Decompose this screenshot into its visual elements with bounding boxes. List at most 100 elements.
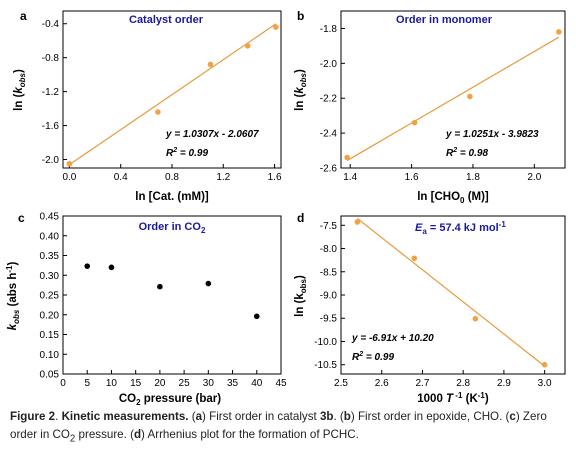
panel-a-r2: R2 = 0.99 — [166, 147, 208, 159]
panel-d-xtick-label: 2.6 — [375, 378, 389, 389]
panel-b-xtick-label: 1.8 — [466, 172, 480, 183]
panel-d-xtick-label: 2.7 — [416, 378, 430, 389]
panel-c-data-point — [157, 283, 163, 290]
panel-b-equation: y = 1.0251x - 3.9823 — [445, 129, 539, 140]
panel-c-xtick-label: 30 — [203, 378, 215, 389]
panel-b-r2: R2 = 0.98 — [446, 147, 488, 159]
panel-d-data-point — [472, 315, 479, 322]
panel-d-data-point — [541, 361, 548, 368]
panel-c-xlabel: CO2 pressure (bar) — [119, 393, 221, 405]
panel-b-xlabel: ln [CHO0 (M)] — [417, 191, 489, 205]
caption-sep: . — [55, 410, 62, 423]
panel-d-data-point — [354, 219, 361, 225]
panel-b-data-point — [344, 154, 350, 161]
panel-a-data-point — [66, 160, 73, 167]
panel-c-xtick-label: 20 — [154, 378, 166, 389]
panel-a-xlabel: ln [Cat. (mM)] — [135, 191, 209, 203]
caption-d-letter: d — [133, 428, 142, 441]
panel-d-ytick-label: -10.0 — [314, 337, 337, 348]
panel-b-ytick-label: -2.4 — [320, 129, 338, 140]
panel-a-data-point — [244, 42, 251, 49]
panel-c-ytick-label: 0.35 — [40, 251, 60, 262]
panel-letter-c: c — [18, 211, 25, 225]
panel-d-frame — [340, 215, 566, 375]
panel-d-equation: y = -6.91x + 10.20 — [351, 333, 434, 344]
caption-b-letter: b — [343, 410, 351, 423]
panel-c-axes: 0 5 10 15 20 25 30 35 40 45 0.05 0.10 0.15 0.20 0.25 0.… — [40, 212, 287, 390]
panel-b-ytick-label: -2.0 — [320, 59, 338, 70]
panel-c-ytick-label: 0.20 — [40, 310, 60, 321]
panel-d: d Ea = 57.4 kJ mol-1 2.5 2.6 2.7 2.8 2.9 3.0 -… — [294, 211, 566, 405]
panel-a-ytick-label: -0.8 — [42, 53, 60, 64]
panel-a-xtick-label: 0.0 — [62, 172, 76, 183]
panel-d-data-point — [411, 255, 418, 262]
caption-c-text: ) Zero order in CO — [10, 410, 547, 441]
panel-d-ytick-label: -7.5 — [320, 221, 338, 232]
panel-d-r2: R2 = 0.99 — [352, 351, 394, 363]
panel-a-ytick-label: -1.6 — [42, 121, 60, 132]
figure-caption: Figure 2. Kinetic measurements. (a) Firs… — [10, 408, 566, 448]
panel-d-xtick-label: 2.5 — [334, 378, 348, 389]
caption-c-sub: 2 — [69, 433, 76, 445]
panel-d-fit-line — [356, 217, 546, 367]
panel-a-xtick-label: 0.8 — [165, 172, 179, 183]
caption-figure-label: Figure 2 — [10, 410, 56, 423]
panel-a-data-point — [273, 24, 279, 30]
panel-a-title: Catalyst order — [129, 14, 204, 26]
panel-a-xtick-label: 1.2 — [216, 172, 230, 183]
panel-d-ytick-label: -9.0 — [320, 291, 338, 302]
panel-c-data-point — [205, 280, 212, 287]
panel-d-ytick-label: -8.5 — [320, 267, 338, 278]
panel-b-data-point — [467, 93, 473, 100]
panel-c-ytick-label: 0.15 — [40, 330, 60, 341]
panel-c-ytick-label: 0.10 — [40, 350, 60, 361]
panel-a: a Catalyst order 0.0 0.4 0.8 1.2 1.6 -2.0 -1.6… — [13, 9, 282, 203]
panel-d-ylabel: ln (kobs) — [294, 275, 308, 317]
figure-panels: a Catalyst order 0.0 0.4 0.8 1.2 1.6 -2.0 -1.6… — [5, 9, 566, 405]
panel-a-fit-line — [69, 23, 277, 166]
panel-b: b Order in monomer 1.4 1.6 1.8 2.0 -2.6 -2.4 -… — [294, 9, 566, 205]
caption-b-text: ) First order in epoxide, CHO. ( — [350, 410, 510, 423]
panel-d-xtick-label: 3.0 — [538, 378, 552, 389]
caption-a-text: ) First order in catalyst — [202, 410, 320, 423]
panel-a-data-point — [207, 61, 214, 68]
caption-b-open: . ( — [333, 410, 344, 423]
panel-d-xtick-label: 2.8 — [456, 378, 470, 389]
panel-c-xtick-label: 15 — [130, 378, 142, 389]
panel-b-ytick-label: -1.8 — [320, 24, 338, 35]
panel-letter-d: d — [297, 211, 304, 225]
caption-a-open: ( — [188, 410, 196, 423]
panel-c-ytick-label: 0.25 — [40, 291, 60, 302]
panel-d-xtick-label: 2.9 — [497, 378, 511, 389]
panel-c-ytick-label: 0.40 — [40, 231, 60, 242]
panel-d-title: Ea = 57.4 kJ mol-1 — [415, 220, 506, 236]
panel-d-ytick-label: -8.0 — [320, 244, 338, 255]
panel-b-data-point — [556, 29, 562, 35]
panel-c-xtick-label: 40 — [251, 378, 263, 389]
panel-a-xtick-label: 1.6 — [268, 172, 282, 183]
panel-c-xtick-label: 5 — [84, 378, 90, 389]
panel-b-frame — [340, 10, 566, 169]
panel-b-xtick-label: 1.6 — [405, 172, 419, 183]
panel-d-ytick-label: -10.5 — [314, 360, 337, 371]
panel-b-data-point — [411, 119, 418, 126]
panel-c-xtick-label: 25 — [179, 378, 191, 389]
panel-c-xtick-label: 10 — [106, 378, 118, 389]
panel-c-ylabel: kobs (abs h-1) — [5, 262, 21, 331]
panel-d-axes: 2.5 2.6 2.7 2.8 2.9 3.0 -10.5 -10.0 -9.5 -9.0 -8.5… — [314, 217, 552, 389]
panel-b-fit-line — [346, 36, 560, 162]
panel-c-ytick-label: 0.30 — [40, 271, 60, 282]
panel-c-xtick-label: 0 — [60, 378, 66, 389]
panel-b-xtick-label: 2.0 — [527, 172, 541, 183]
panel-b-ylabel: ln (kobs) — [294, 69, 308, 111]
panel-c-frame — [62, 215, 282, 375]
panel-a-equation: y = 1.0307x - 2.0607 — [165, 129, 259, 140]
panel-a-ytick-label: -2.0 — [42, 155, 60, 166]
caption-a-cat: 3b — [319, 410, 334, 423]
panel-c-data-point — [253, 313, 260, 320]
caption-c-text2: pressure. ( — [75, 428, 134, 441]
panel-a-ytick-label: -1.2 — [42, 87, 60, 98]
panel-c-data-point — [108, 264, 115, 271]
panel-b-ytick-label: -2.6 — [320, 164, 338, 175]
panel-c-xtick-label: 35 — [227, 378, 239, 389]
